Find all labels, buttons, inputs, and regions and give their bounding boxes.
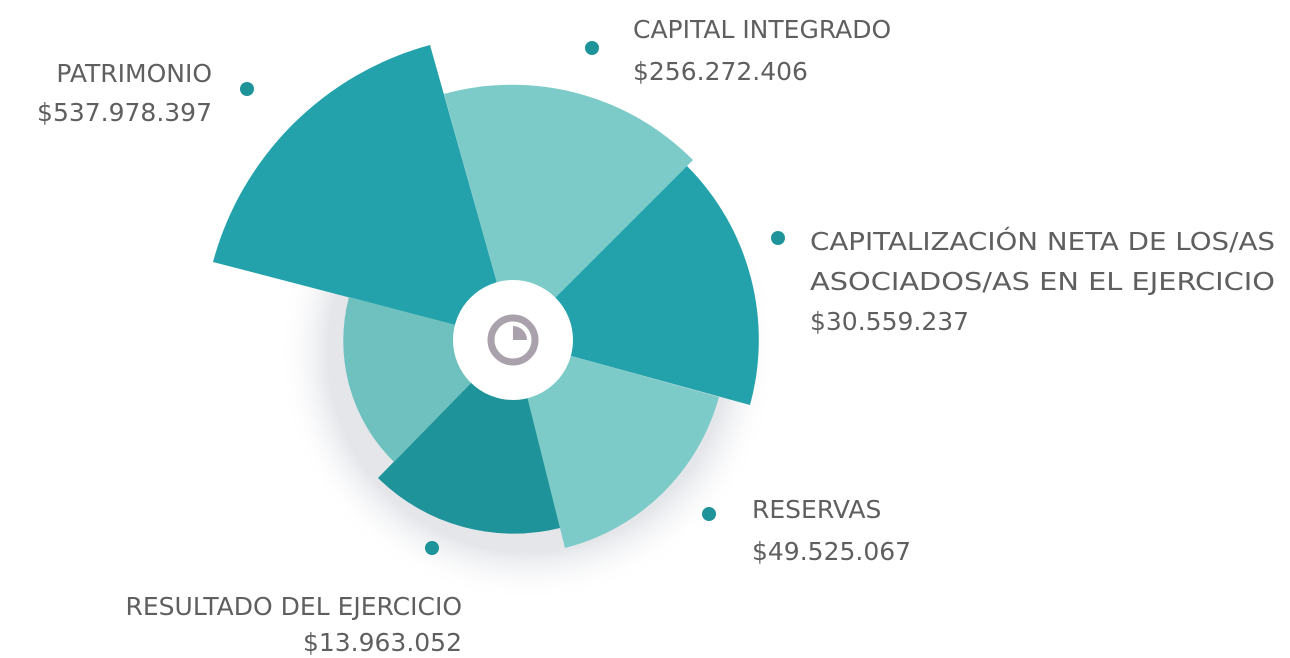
label: RESULTADO DEL EJERCICIO [126,592,462,621]
icon-ring [487,314,539,366]
value: $49.525.067 [752,537,911,566]
label: RESERVAS [752,495,881,524]
icon-slice [513,326,527,340]
value: $256.272.406 [633,57,808,86]
value: $30.559.237 [810,307,969,336]
wedge [213,45,513,340]
dot [425,541,439,555]
label: PATRIMONIO [56,59,212,88]
dot [585,41,599,55]
label: ASOCIADOS/AS EN EL EJERCICIO [810,267,1275,296]
dot [702,507,716,521]
wedge [513,340,719,548]
value: $537.978.397 [37,98,212,127]
wedge [444,84,693,341]
dot [771,231,785,245]
dot [240,82,254,96]
label: CAPITALIZACIÓN NETA DE LOS/AS [810,226,1275,256]
label: CAPITAL INTEGRADO [633,15,891,44]
wedge [513,166,759,405]
value: $13.963.052 [303,628,462,657]
